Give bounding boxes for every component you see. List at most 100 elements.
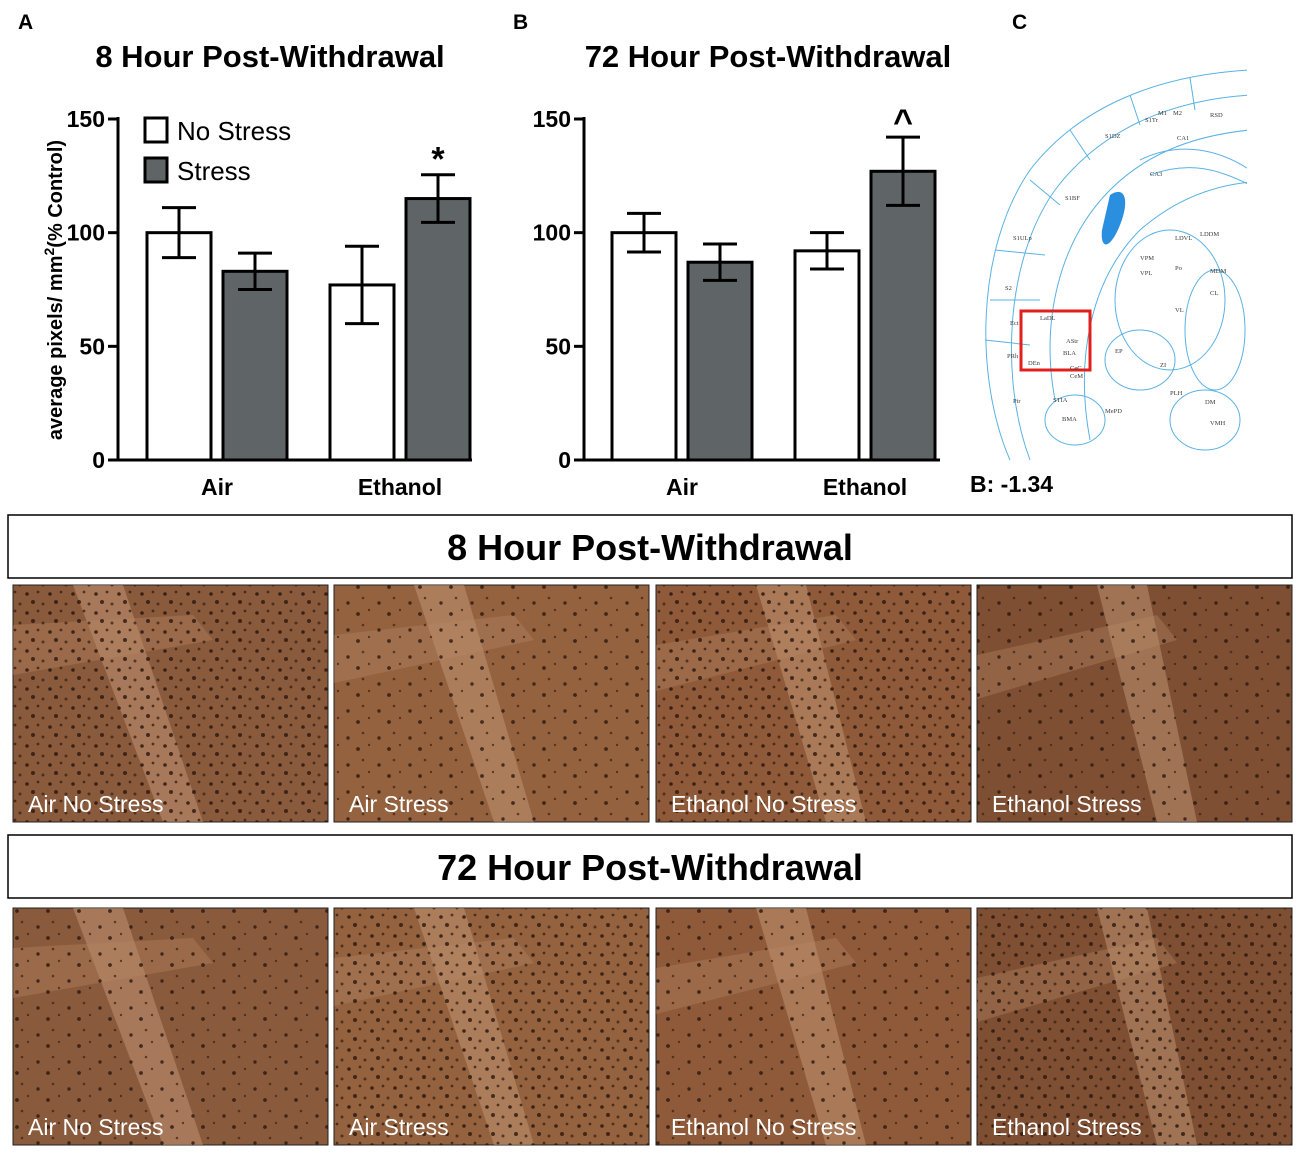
atlas-outline [1049, 129, 1247, 401]
section-header-box [7, 834, 1293, 899]
error-bar [421, 173, 455, 224]
bregma-label: B: -1.34 [970, 471, 1053, 497]
atlas-region [1044, 394, 1106, 446]
atlas-label: DM [1205, 399, 1216, 406]
micrograph-caption: Ethanol No Stress [671, 1114, 856, 1140]
y-tick-label: 0 [558, 447, 571, 473]
atlas-label: CA3 [1150, 171, 1162, 178]
panel-label: C [1012, 11, 1027, 34]
micrograph: Air No Stress [12, 907, 329, 1146]
atlas-label: S1BF [1065, 195, 1080, 202]
section-header: 8 Hour Post-Withdrawal [447, 527, 853, 568]
atlas-label: Pir [1013, 398, 1021, 405]
atlas-label: AStr [1066, 338, 1079, 345]
atlas-labels: M1 M2 RSD S1Tr S1DZ S1BF S1ULp S2 Ect PRh DEn LaDL B… [1005, 110, 1226, 427]
error-bar [238, 251, 272, 291]
x-tick-label: Air [666, 474, 698, 500]
micrograph-caption: Ethanol Stress [992, 791, 1142, 817]
atlas-outline [1083, 181, 1247, 441]
micrograph: Ethanol Stress [976, 584, 1293, 823]
atlas-label: EP [1115, 348, 1123, 355]
atlas-label: RSD [1210, 112, 1223, 119]
atlas-label: MDM [1210, 268, 1226, 275]
error-bar [345, 244, 379, 326]
atlas-label: STIA [1053, 397, 1068, 404]
atlas-label: LDDM [1200, 231, 1219, 238]
atlas-label: CA1 [1177, 135, 1189, 142]
atlas-region [1104, 329, 1176, 391]
atlas-region [1169, 389, 1241, 451]
micrograph: Air Stress [333, 584, 650, 823]
y-tick-label: 100 [67, 220, 105, 246]
micrograph-caption: Air No Stress [28, 791, 163, 817]
atlas-label: VPL [1140, 270, 1152, 277]
atlas-label: MePD [1105, 408, 1122, 415]
bar [404, 197, 472, 462]
atlas-outline [985, 69, 1247, 461]
y-tick-label: 100 [533, 220, 571, 246]
micrograph-caption: Air No Stress [28, 1114, 163, 1140]
micrograph-caption: Air Stress [349, 791, 449, 817]
error-bar [886, 135, 920, 207]
atlas-label: ZI [1160, 362, 1166, 369]
section-header-box [7, 514, 1293, 579]
y-tick-label: 0 [92, 447, 105, 473]
bar [686, 260, 754, 462]
micrograph-cells [977, 908, 1292, 1145]
y-tick-label: 150 [67, 106, 105, 132]
atlas-drawing [984, 69, 1247, 461]
micrograph-cells [13, 585, 328, 822]
micrograph: Ethanol No Stress [655, 907, 972, 1146]
legend-label: No Stress [177, 116, 291, 146]
y-axis-label: average pixels/ mm2(% Control) [41, 140, 67, 440]
atlas-label: PRh [1007, 353, 1019, 360]
atlas-label: S1ULp [1013, 235, 1032, 242]
annotation: ^ [893, 103, 913, 141]
atlas-highlight [1019, 309, 1092, 372]
atlas-label: S2 [1005, 285, 1012, 292]
micrograph-cells [977, 585, 1292, 822]
bar [869, 169, 937, 462]
atlas-label: DEn [1028, 360, 1041, 367]
micrograph-cells [334, 585, 649, 822]
micrograph-cells [656, 585, 971, 822]
atlas-region [1184, 269, 1246, 391]
y-axis-label-sup: 2 [41, 248, 57, 256]
micrograph-caption: Air Stress [349, 1114, 449, 1140]
micrograph: Air No Stress [12, 584, 329, 823]
atlas-label: VL [1175, 307, 1184, 314]
micrograph-cells [334, 908, 649, 1145]
atlas-hippocampus [1139, 148, 1247, 185]
panel-label: A [18, 11, 33, 34]
atlas-label: PLH [1170, 390, 1183, 397]
bar [221, 269, 289, 462]
atlas-divider [984, 77, 1196, 346]
atlas-label: S1DZ [1105, 133, 1121, 140]
y-axis-label-end: (% Control) [45, 140, 67, 248]
atlas-label: M1 [1158, 110, 1167, 117]
atlas-label: LDVL [1175, 235, 1192, 242]
x-tick-label: Ethanol [358, 474, 442, 500]
legend-swatch [143, 116, 169, 144]
atlas-region [1114, 229, 1226, 371]
atlas-label: Po [1175, 265, 1182, 272]
micrograph: Ethanol Stress [976, 907, 1293, 1146]
chart-title: 8 Hour Post-Withdrawal [95, 39, 444, 74]
atlas-label: M2 [1173, 110, 1182, 117]
y-tick-label: 150 [533, 106, 571, 132]
micrograph-caption: Ethanol Stress [992, 1114, 1142, 1140]
atlas-label: BMA [1062, 416, 1077, 423]
micrograph: Ethanol No Stress [655, 584, 972, 823]
atlas-label: CeM [1070, 373, 1083, 380]
error-bar [810, 231, 844, 271]
error-bar [627, 211, 661, 254]
bar [793, 249, 861, 462]
atlas-label: CL [1210, 290, 1218, 297]
bar [145, 231, 213, 462]
atlas-label: S1Tr [1145, 117, 1159, 124]
legend-swatch [143, 156, 169, 184]
chart-title: 72 Hour Post-Withdrawal [585, 39, 952, 74]
